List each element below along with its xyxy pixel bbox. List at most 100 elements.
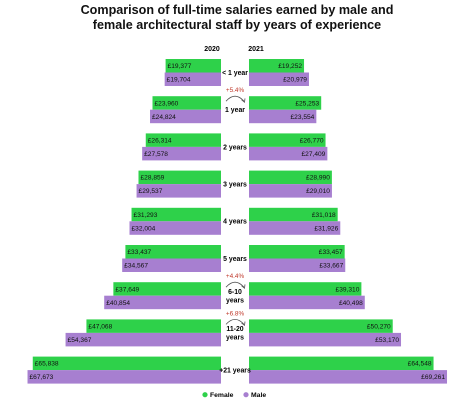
bar-label-2020-male-1: £24,824 [152,114,176,121]
bar-2020-female-7 [86,319,221,333]
bar-label-2021-male-3: £29,010 [306,188,330,195]
bar-label-2021-male-1: £23,554 [290,114,314,121]
growth-arrowhead-2 [241,321,246,327]
bar-2021-male-8 [249,370,448,384]
bar-2021-female-6 [249,282,362,296]
bar-2021-male-1 [249,109,317,124]
bar-2020-female-0 [165,59,221,73]
bar-label-2020-male-6: £40,854 [106,300,130,307]
bar-label-2020-male-4: £32,004 [132,225,156,232]
bar-2021-female-4 [249,207,338,222]
bar-2021-female-3 [249,170,332,185]
category-label-3: 3 years [223,182,247,189]
bar-label-2021-male-4: £31,926 [314,225,338,232]
category-label-6-line-0: 6-10 [228,289,242,296]
category-label-5: 5 years [223,256,247,263]
bar-2020-female-8 [32,356,221,371]
bar-2021-male-6 [249,295,365,310]
bar-label-2021-female-3: £28,990 [306,175,330,182]
category-label-8: +21 years [219,368,251,375]
bar-label-2021-male-2: £27,409 [302,151,326,158]
bar-2020-male-0 [164,72,221,86]
bar-label-2020-male-5: £34,567 [124,263,148,270]
growth-arrow-1 [225,281,245,288]
bar-label-2020-male-2: £27,578 [144,151,168,158]
bar-2020-male-1 [150,109,221,124]
bar-2020-female-2 [145,133,221,147]
bar-2020-male-2 [142,146,221,161]
bar-label-2020-male-3: £29,537 [139,188,163,195]
growth-arrowhead-1 [241,284,246,289]
bar-2020-male-3 [136,184,221,198]
category-label-7-line-0: 11-20 [226,326,243,333]
bar-2020-female-1 [152,96,221,110]
bar-label-2021-female-8: £64,548 [408,361,432,368]
bar-2021-female-5 [249,245,345,259]
bar-label-2021-male-0: £20,979 [283,77,307,84]
bar-label-2021-female-2: £26,770 [300,137,324,144]
bar-2020-male-8 [27,370,222,384]
bar-2020-female-3 [138,170,221,185]
bar-label-2021-female-1: £25,253 [295,100,319,107]
category-label-2: 2 years [223,144,247,151]
legend-marker-female [202,392,208,398]
bar-label-2020-female-8: £65,838 [35,361,59,368]
bar-label-2020-female-4: £31,293 [134,212,158,219]
legend-marker-male [243,392,249,398]
legend-label-male: Male [251,392,266,399]
bar-2020-female-6 [113,282,221,296]
bar-2020-male-6 [104,295,221,310]
chart-title: Comparison of full-time salaries earned … [0,3,474,33]
bar-label-2021-male-8: £69,261 [421,374,445,381]
growth-arrowhead-0 [241,98,246,103]
bar-2020-female-5 [125,245,221,259]
bar-label-2020-female-6: £37,649 [115,286,139,293]
growth-annotation-2: +6.8% [226,310,245,317]
bar-2021-female-8 [249,356,434,371]
bar-label-2020-male-8: £67,673 [30,374,54,381]
bar-2021-female-7 [249,319,393,333]
bar-2021-female-0 [249,59,305,73]
bar-label-2021-female-5: £33,457 [319,249,343,256]
bar-2020-female-4 [131,207,221,222]
bar-label-2020-female-0: £19,377 [168,63,192,70]
bar-label-2021-male-7: £53,170 [375,337,399,344]
category-label-0: < 1 year [222,70,248,77]
bar-label-2020-female-5: £33,437 [127,249,151,256]
bar-label-2020-female-2: £26,314 [148,137,172,144]
bar-2021-male-3 [249,184,332,198]
bar-2021-male-0 [249,72,309,86]
growth-annotation-0: +5.4% [226,87,245,94]
bar-2021-male-4 [249,221,341,235]
bar-label-2021-male-6: £40,498 [339,300,363,307]
category-label-7-line-1: years [226,335,244,342]
bar-label-2021-female-7: £50,270 [367,323,391,330]
bar-label-2020-male-0: £19,704 [167,77,191,84]
chart-title-line-2: female architectural staff by years of e… [92,18,382,32]
year-label-2020: 2020 [204,46,220,53]
bar-2021-female-1 [249,96,322,110]
category-label-4: 4 years [223,219,247,226]
growth-arrow-2 [225,319,245,325]
bar-label-2021-female-0: £19,252 [278,63,302,70]
bar-2020-male-7 [65,332,221,347]
bar-label-2020-male-7: £54,367 [68,337,92,344]
bar-label-2020-female-7: £47,068 [88,323,112,330]
bar-2021-male-5 [249,258,346,272]
category-label-1: 1 year [225,107,245,114]
bar-label-2020-female-3: £28,859 [140,175,164,182]
bar-label-2021-female-4: £31,018 [312,212,336,219]
legend-label-female: Female [210,392,234,399]
bar-label-2020-female-1: £23,960 [154,100,178,107]
category-label-6-line-1: years [226,297,244,304]
chart-title-line-1: Comparison of full-time salaries earned … [80,3,394,17]
bar-2020-male-5 [122,258,221,272]
growth-arrow-0 [225,95,245,102]
bar-label-2021-male-5: £33,667 [319,263,343,270]
bar-2021-male-2 [249,146,328,161]
bar-2021-female-2 [249,133,326,147]
bar-2021-male-7 [249,332,402,347]
growth-annotation-1: +4.4% [226,273,245,280]
year-label-2021: 2021 [248,46,264,53]
